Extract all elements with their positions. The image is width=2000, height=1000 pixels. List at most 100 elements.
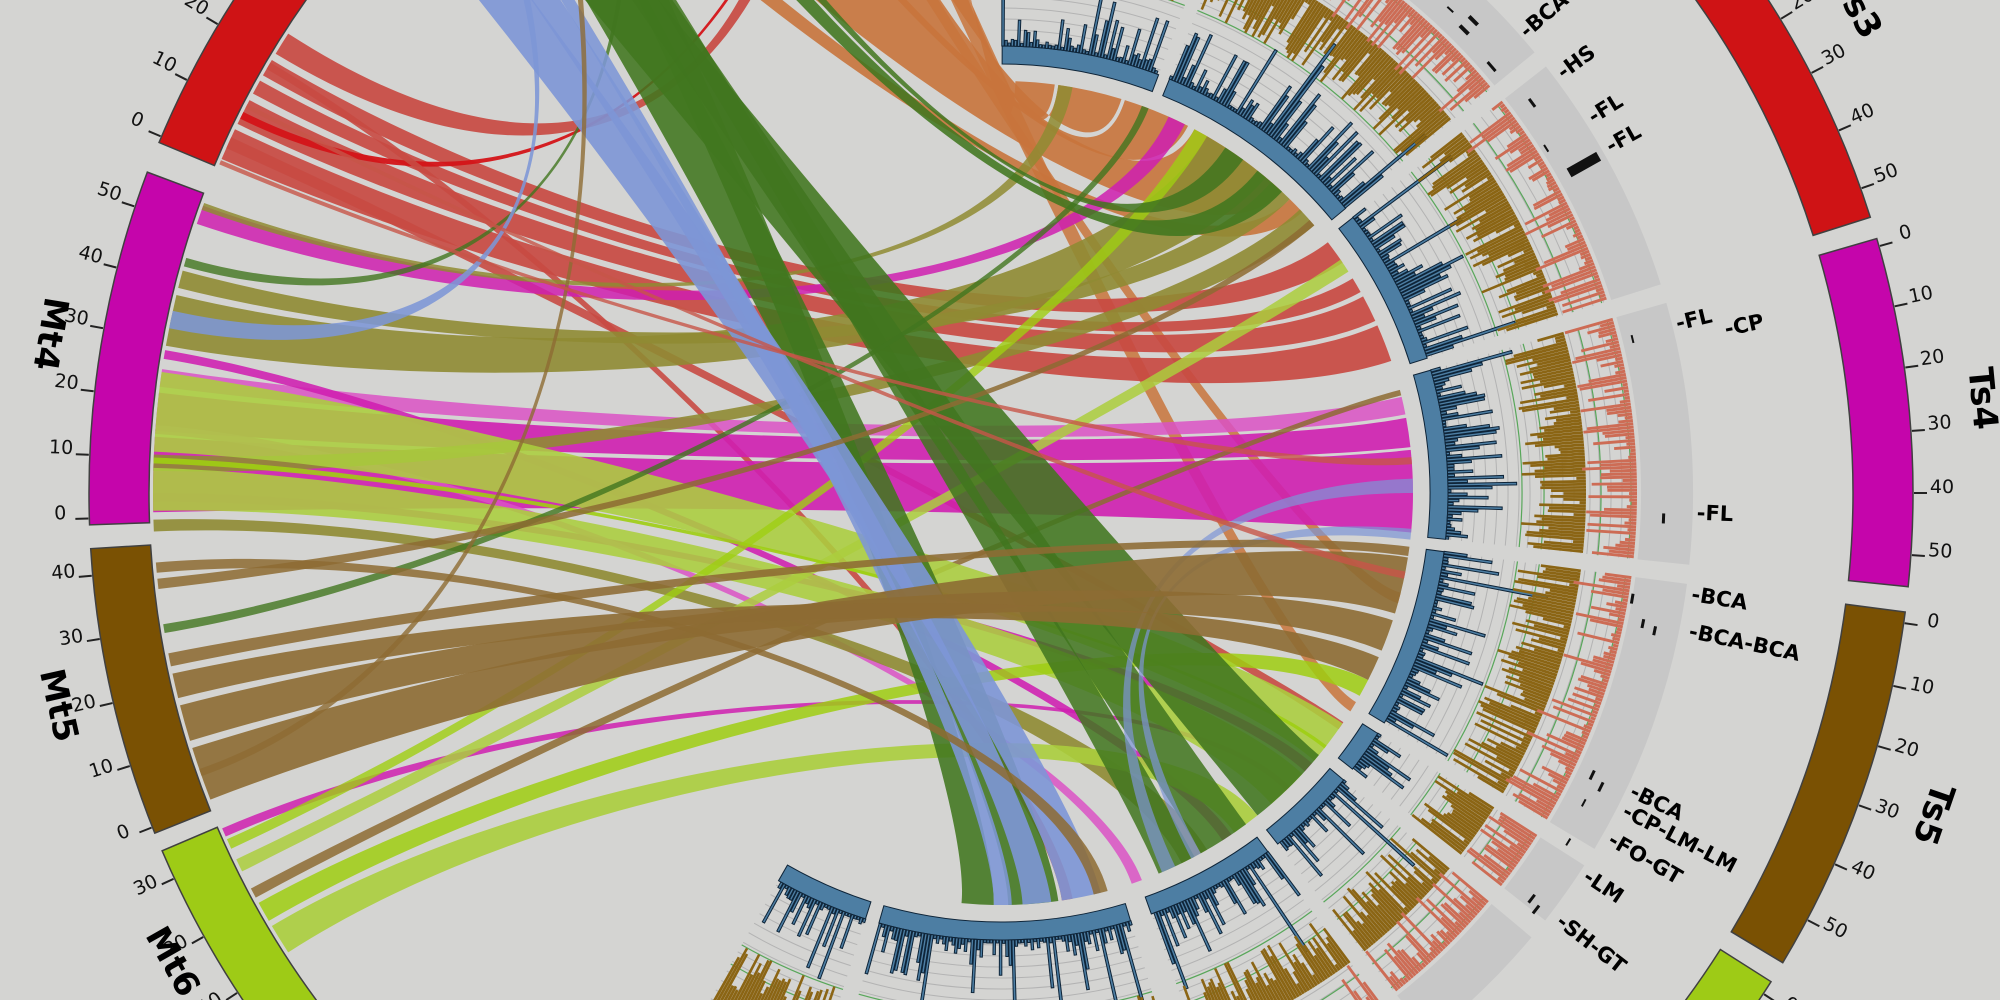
tick-label: 50 — [1871, 159, 1901, 188]
synteny-ribbon — [951, 0, 1356, 712]
synteny-ribbon — [178, 182, 1290, 344]
tick-label: 10 — [194, 987, 226, 1000]
tick-mark — [1911, 429, 1925, 432]
brown-histogram-track — [1182, 922, 1351, 1000]
chromosome-label-ts4: Ts4 — [1960, 365, 2000, 431]
tick-label: 40 — [1930, 476, 1954, 498]
annotation-mark — [1543, 144, 1550, 153]
gridline — [1191, 22, 1393, 171]
tick-mark — [80, 388, 94, 393]
gridline — [1408, 173, 1496, 337]
tick-label: 30 — [57, 625, 84, 651]
gridline-green — [741, 944, 844, 991]
gridline — [1456, 362, 1476, 543]
gridline-green — [1410, 171, 1499, 337]
salmon-histogram-track — [1505, 572, 1632, 820]
tick-mark — [1858, 804, 1872, 811]
blue-histogram-track — [1153, 850, 1310, 990]
tick-mark — [1834, 863, 1848, 871]
gridline — [1196, 12, 1401, 164]
tick-mark — [1763, 993, 1775, 1000]
gridline — [1175, 908, 1311, 982]
tick-mark — [1807, 919, 1820, 928]
synteny-ribbon — [1123, 478, 1413, 873]
gridline — [748, 932, 848, 977]
synteny-ribbon — [258, 652, 1369, 921]
annotation-mark — [1467, 14, 1480, 27]
gridline-green — [1392, 0, 1488, 93]
salmon-histogram-track — [1308, 0, 1491, 113]
gridline — [1425, 159, 1517, 331]
tick-label: 10 — [149, 47, 181, 78]
tick-mark — [1904, 622, 1918, 627]
gridline — [1416, 556, 1483, 743]
gridline-green — [1336, 841, 1418, 920]
tick-label: 0 — [1780, 992, 1802, 1000]
synteny-ribbon — [970, 0, 1055, 118]
gridline — [1466, 359, 1487, 544]
blue-histogram-track — [761, 881, 867, 980]
annotation-mark — [1565, 838, 1572, 846]
synteny-ribbon — [817, 0, 1244, 213]
tick-mark — [225, 992, 238, 1000]
gridline — [1340, 0, 1464, 112]
tick-mark — [121, 201, 135, 208]
gridline — [1294, 797, 1365, 866]
gridline — [1445, 365, 1465, 542]
gridline — [1378, 884, 1470, 973]
salmon-histogram-track — [1341, 964, 1379, 1000]
annotation-band — [1504, 66, 1661, 301]
brown-histogram-track — [1417, 132, 1559, 332]
tick-mark — [174, 73, 188, 81]
tick-mark — [205, 16, 219, 25]
gridline — [1407, 771, 1439, 814]
annotation-mark — [1527, 97, 1537, 108]
tick-mark — [1838, 124, 1852, 132]
brown-histogram-track — [1505, 331, 1586, 554]
gridline-green — [1501, 349, 1523, 548]
gridline — [1463, 809, 1498, 858]
gridline — [742, 941, 845, 988]
synteny-ribbon — [226, 137, 1344, 730]
brown-histogram-track — [1200, 0, 1452, 156]
tick-mark — [1811, 65, 1824, 74]
gridline — [1514, 571, 1596, 802]
synteny-ribbon — [153, 467, 1303, 804]
gridline — [1391, 186, 1475, 344]
annotation-label: -BCA-BCA — [1687, 619, 1803, 666]
synteny-ribbon — [478, 0, 1101, 901]
annotation-mark — [1629, 593, 1635, 604]
ideogram-mt4 — [88, 171, 205, 526]
tick-mark — [103, 263, 117, 269]
annotation-mark — [1566, 151, 1602, 178]
chromosome-label-ts3: Ts3 — [1825, 0, 1891, 46]
annotation-mark — [1446, 6, 1454, 13]
synteny-ribbon — [658, 0, 1195, 874]
synteny-ribbon — [531, 0, 1052, 905]
gridline — [1390, 759, 1420, 800]
gridline — [1417, 166, 1506, 334]
gridline — [753, 922, 851, 967]
blue-histogram-track — [1168, 32, 1427, 209]
tick-label: 30 — [1927, 411, 1953, 435]
tick-label: 0 — [1926, 610, 1941, 634]
gridline — [1321, 825, 1399, 901]
tick-mark — [78, 574, 92, 578]
gridline — [1175, 63, 1359, 199]
gridline — [1299, 965, 1353, 1000]
gridline-green — [1167, 0, 1185, 7]
gridline-green — [1410, 772, 1441, 816]
annotation-label: -FL — [1584, 89, 1628, 129]
gridline — [1002, 7, 1173, 40]
gridline — [1464, 129, 1564, 316]
gridline-green — [1197, 9, 1404, 162]
synteny-ribbon — [952, 0, 1122, 133]
blue-histogram-track — [1352, 732, 1412, 790]
synteny-ribbon — [796, 0, 1282, 236]
tick-mark — [1911, 554, 1925, 557]
ideogram-ts6 — [1684, 948, 1773, 1000]
gridline — [1365, 870, 1453, 956]
annotation-mark — [1661, 513, 1666, 524]
tick-label: 50 — [95, 178, 125, 206]
